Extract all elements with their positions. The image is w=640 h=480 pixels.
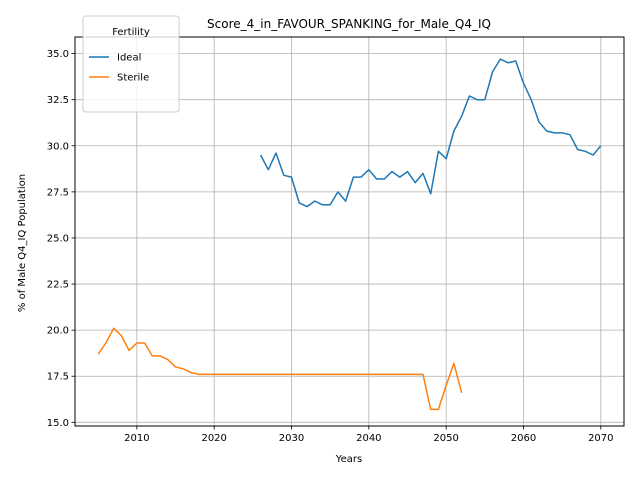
legend-box bbox=[82, 15, 180, 113]
series-line-sterile bbox=[97, 327, 463, 411]
gridlines bbox=[75, 37, 624, 426]
y-tick-label: 15.0 bbox=[47, 418, 69, 429]
y-axis-title: % of Male Q4_IQ Population bbox=[17, 174, 28, 312]
x-tick-label: 2030 bbox=[279, 433, 304, 444]
x-tick-label: 2010 bbox=[124, 433, 149, 444]
legend: Fertility Ideal Sterile bbox=[82, 15, 180, 113]
series-line-ideal bbox=[259, 58, 602, 208]
y-tick-label: 27.5 bbox=[47, 187, 69, 198]
x-axis-ticks: 2010 2020 2030 2040 2050 2060 2070 bbox=[124, 426, 614, 444]
legend-label-sterile: Sterile bbox=[117, 73, 149, 84]
y-tick-label: 25.0 bbox=[47, 233, 69, 244]
x-tick-label: 2040 bbox=[356, 433, 381, 444]
plot-area-frame bbox=[74, 36, 625, 427]
y-tick-label: 32.5 bbox=[47, 95, 69, 106]
y-axis-ticks: 15.0 17.5 20.0 22.5 25.0 27.5 30.0 32.5 35.0 bbox=[47, 49, 75, 429]
x-tick-label: 2020 bbox=[201, 433, 226, 444]
x-tick-label: 2050 bbox=[433, 433, 458, 444]
y-tick-label: 22.5 bbox=[47, 280, 69, 291]
legend-label-ideal: Ideal bbox=[117, 53, 141, 64]
y-tick-label: 35.0 bbox=[47, 49, 69, 60]
x-tick-label: 2060 bbox=[511, 433, 536, 444]
y-tick-label: 30.0 bbox=[47, 141, 69, 152]
legend-title: Fertility bbox=[112, 27, 150, 38]
x-axis-title: Years bbox=[335, 454, 362, 465]
x-tick-label: 2070 bbox=[588, 433, 613, 444]
y-tick-label: 20.0 bbox=[47, 326, 69, 337]
y-tick-label: 17.5 bbox=[47, 372, 69, 383]
chart-title: Score_4_in_FAVOUR_SPANKING_for_Male_Q4_I… bbox=[207, 17, 491, 31]
series-lines bbox=[97, 58, 602, 411]
